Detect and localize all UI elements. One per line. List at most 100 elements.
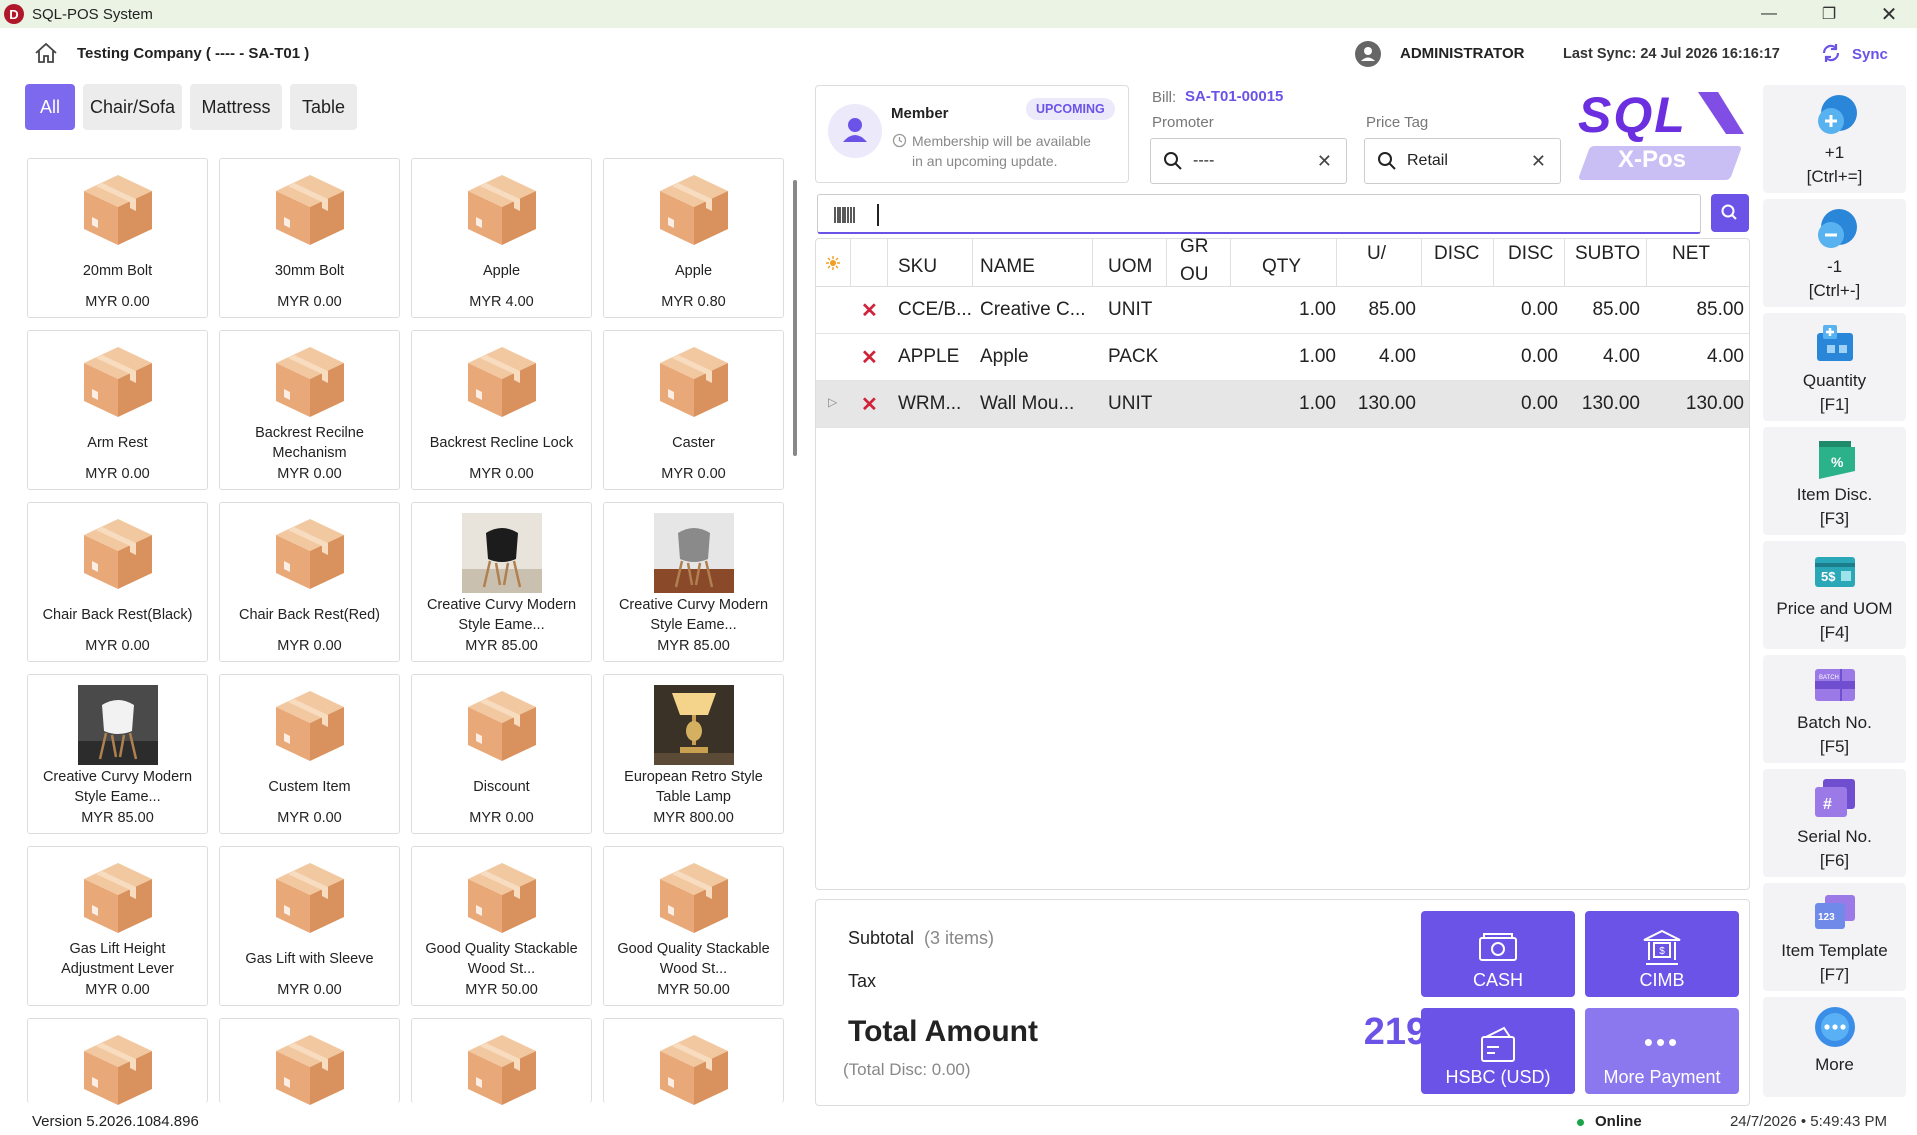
product-image: [77, 685, 158, 765]
cell-unit: 85.00: [1368, 299, 1416, 320]
column-divider[interactable]: [887, 239, 888, 287]
product-card[interactable]: Apple MYR 4.00: [411, 158, 592, 318]
item-discount-button[interactable]: % Item Disc. [F3]: [1763, 427, 1906, 535]
product-card[interactable]: Creative Curvy Modern Style Eame... MYR 8…: [27, 674, 208, 834]
product-card[interactable]: [411, 1018, 592, 1105]
action-label: More: [1815, 1055, 1854, 1074]
product-card[interactable]: [27, 1018, 208, 1105]
settings-sun-icon[interactable]: [826, 256, 840, 270]
tab-all[interactable]: All: [25, 84, 75, 130]
col-qty[interactable]: QTY: [1262, 256, 1302, 277]
column-divider[interactable]: [1421, 239, 1422, 287]
product-card[interactable]: 30mm Bolt MYR 0.00: [219, 158, 400, 318]
table-row[interactable]: ✕ CCE/B... Creative C... UNIT 1.00 85.00 0.00 8…: [816, 287, 1749, 334]
minus-one-button[interactable]: -1 [Ctrl+-]: [1763, 199, 1906, 307]
product-card[interactable]: Chair Back Rest(Red) MYR 0.00: [219, 502, 400, 662]
product-card[interactable]: Good Quality Stackable Wood St... MYR 50.…: [603, 846, 784, 1006]
product-box-icon: [78, 1029, 158, 1109]
product-scrollbar[interactable]: [793, 180, 797, 456]
company-name: Testing Company ( ---- - SA-T01 ): [77, 45, 310, 62]
column-divider[interactable]: [1336, 239, 1337, 287]
remove-item-icon[interactable]: ✕: [861, 394, 878, 416]
product-card[interactable]: European Retro Style Table Lamp MYR 800.0…: [603, 674, 784, 834]
tab-chair-sofa[interactable]: Chair/Sofa: [83, 84, 182, 130]
cash-button[interactable]: CASH: [1421, 911, 1575, 997]
more-actions-button[interactable]: More: [1763, 997, 1906, 1097]
col-disc-amount[interactable]: DISC: [1508, 243, 1554, 264]
remove-item-icon[interactable]: ✕: [861, 300, 878, 322]
clock-icon: [892, 133, 907, 148]
product-card[interactable]: Caster MYR 0.00: [603, 330, 784, 490]
product-card[interactable]: Discount MYR 0.00: [411, 674, 592, 834]
column-divider[interactable]: [1646, 239, 1647, 287]
product-card[interactable]: Gas Lift with Sleeve MYR 0.00: [219, 846, 400, 1006]
serial-no-button[interactable]: # Serial No. [F6]: [1763, 769, 1906, 877]
price-tag-icon: 5$: [1809, 547, 1861, 595]
product-card[interactable]: Backrest Recline Lock MYR 0.00: [411, 330, 592, 490]
barcode-input[interactable]: [817, 194, 1701, 234]
quantity-button[interactable]: Quantity [F1]: [1763, 313, 1906, 421]
column-divider[interactable]: [1166, 239, 1167, 287]
column-divider[interactable]: [850, 239, 851, 287]
product-card[interactable]: Creative Curvy Modern Style Eame... MYR 8…: [411, 502, 592, 662]
more-payment-button[interactable]: ••• More Payment: [1585, 1008, 1739, 1094]
item-template-button[interactable]: 123 Item Template [F7]: [1763, 883, 1906, 991]
tab-mattress[interactable]: Mattress: [190, 84, 282, 130]
price-tag-field[interactable]: Retail ✕: [1364, 138, 1561, 184]
product-card[interactable]: Good Quality Stackable Wood St... MYR 50.…: [411, 846, 592, 1006]
remove-item-icon[interactable]: ✕: [861, 347, 878, 369]
promoter-field[interactable]: ---- ✕: [1150, 138, 1347, 184]
product-card[interactable]: Backrest Recilne Mechanism MYR 0.00: [219, 330, 400, 490]
search-icon: [1164, 152, 1182, 170]
column-divider[interactable]: [1564, 239, 1565, 287]
col-disc[interactable]: DISC: [1434, 243, 1480, 264]
clear-promoter-icon[interactable]: ✕: [1316, 150, 1332, 171]
product-card[interactable]: 20mm Bolt MYR 0.00: [27, 158, 208, 318]
cell-name: Wall Mou...: [980, 393, 1075, 414]
svg-text:$: $: [1659, 946, 1665, 957]
upcoming-badge: UPCOMING: [1026, 98, 1115, 120]
plus-one-button[interactable]: +1 [Ctrl+=]: [1763, 85, 1906, 193]
tab-table[interactable]: Table: [290, 84, 357, 130]
col-sku[interactable]: SKU: [898, 256, 938, 277]
product-card[interactable]: Custem Item MYR 0.00: [219, 674, 400, 834]
restore-button[interactable]: ❐: [1821, 6, 1837, 23]
search-icon: [1378, 152, 1396, 170]
close-button[interactable]: ✕: [1880, 3, 1898, 26]
column-divider[interactable]: [1230, 239, 1231, 287]
col-group[interactable]: GR OU: [1180, 236, 1209, 285]
col-unit-price[interactable]: U/: [1367, 243, 1386, 264]
product-box-icon: [270, 169, 350, 249]
column-divider[interactable]: [1092, 239, 1093, 287]
col-uom[interactable]: UOM: [1108, 256, 1153, 277]
batch-no-button[interactable]: BATCH Batch No. [F5]: [1763, 655, 1906, 763]
column-divider[interactable]: [1493, 239, 1494, 287]
tax-label: Tax: [848, 971, 877, 991]
clear-price-tag-icon[interactable]: ✕: [1530, 150, 1546, 171]
svg-text:5$: 5$: [1821, 569, 1836, 584]
product-card[interactable]: Gas Lift Height Adjustment Lever MYR 0.00: [27, 846, 208, 1006]
cell-sku: CCE/B...: [898, 299, 972, 320]
col-net[interactable]: NET: [1672, 243, 1710, 264]
last-sync: Last Sync: 24 Jul 2026 16:16:17: [1563, 46, 1780, 62]
column-divider[interactable]: [972, 239, 973, 287]
minimize-button[interactable]: —: [1761, 5, 1777, 22]
home-icon[interactable]: [34, 42, 58, 64]
product-card[interactable]: Apple MYR 0.80: [603, 158, 784, 318]
cimb-button[interactable]: $ CIMB: [1585, 911, 1739, 997]
table-row[interactable]: ✕ APPLE Apple PACK 1.00 4.00 0.00 4.00 4.00: [816, 334, 1749, 381]
table-row[interactable]: ▷ ✕ WRM... Wall Mou... UNIT 1.00 130.00 0.00 130…: [816, 381, 1749, 428]
col-name[interactable]: NAME: [980, 256, 1035, 277]
sync-icon[interactable]: [1820, 42, 1842, 64]
barcode-search-button[interactable]: [1711, 194, 1749, 232]
sync-button[interactable]: Sync: [1852, 46, 1888, 63]
col-subtotal[interactable]: SUBTO: [1575, 243, 1641, 264]
hsbc-usd-button[interactable]: HSBC (USD): [1421, 1008, 1575, 1094]
product-card[interactable]: [603, 1018, 784, 1105]
product-card[interactable]: [219, 1018, 400, 1105]
product-card[interactable]: Creative Curvy Modern Style Eame... MYR 8…: [603, 502, 784, 662]
product-card[interactable]: Arm Rest MYR 0.00: [27, 330, 208, 490]
product-card[interactable]: Chair Back Rest(Black) MYR 0.00: [27, 502, 208, 662]
price-uom-button[interactable]: 5$ Price and UOM [F4]: [1763, 541, 1906, 649]
product-price: MYR 0.00: [277, 466, 342, 482]
